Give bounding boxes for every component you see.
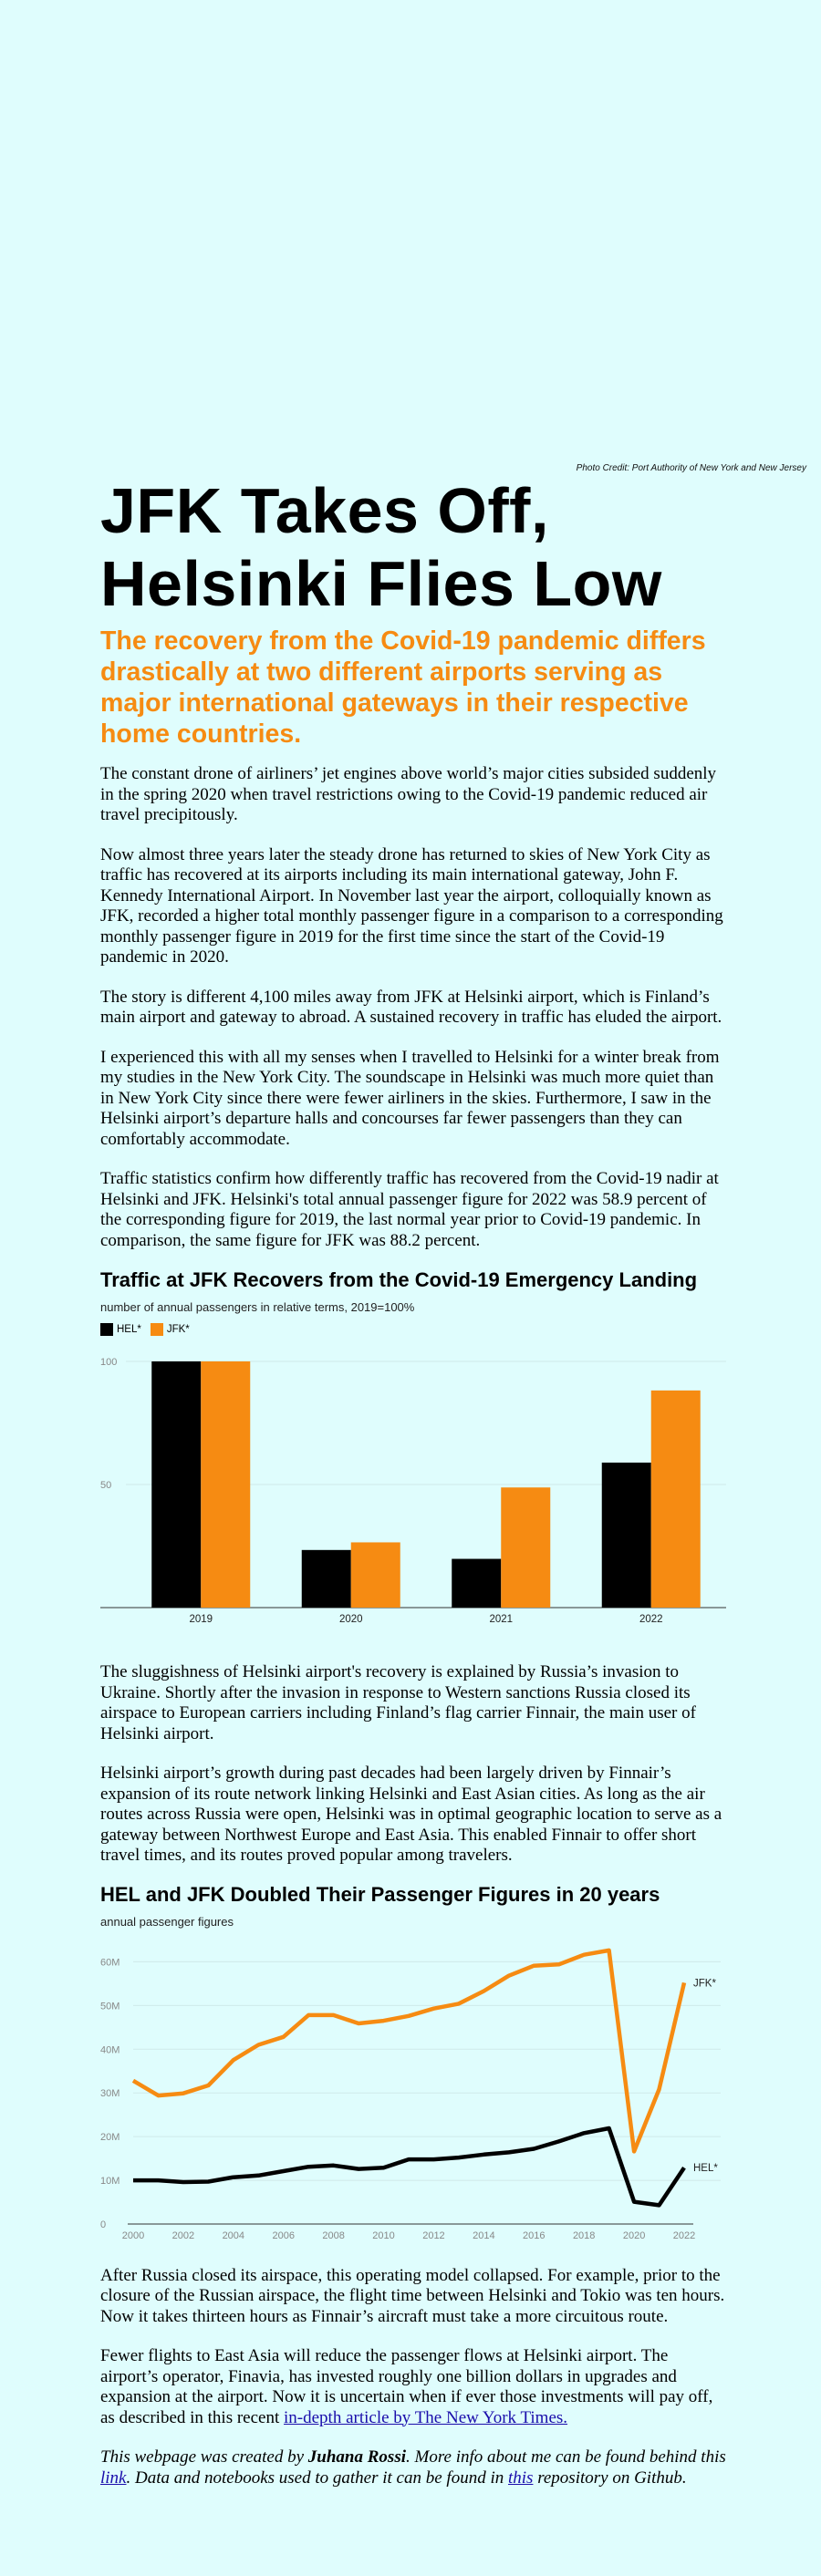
body-paragraph: After Russia closed its airspace, this o… (100, 2265, 725, 2326)
closing-text: Fewer flights to East Asia will reduce t… (100, 2346, 713, 2427)
line-xtick-label: 2006 (272, 2230, 294, 2241)
bar-xtick-label: 2022 (639, 1614, 663, 1625)
body-paragraph: Helsinki airport’s growth during past de… (100, 1764, 722, 1865)
line-chart-block: HEL and JFK Doubled Their Passenger Figu… (100, 1882, 730, 2251)
bar-chart-subtitle: number of annual passengers in relative … (100, 1300, 415, 1314)
lede: The recovery from the Covid-19 pandemic … (100, 626, 706, 749)
line-ytick-label: 0 (100, 2219, 106, 2230)
sig-mid2: . Data and notebooks used to gather it c… (126, 2467, 508, 2488)
hero-image-area (0, 0, 821, 456)
closing-paragraph: Fewer flights to East Asia will reduce t… (100, 2346, 730, 2428)
legend-hel: HEL* (100, 1323, 141, 1336)
legend-hel-label: HEL* (117, 1324, 141, 1336)
line-ytick-label: 60M (100, 1957, 120, 1968)
bar-hel-2021 (452, 1558, 502, 1608)
title-line-2: Helsinki Flies Low (100, 548, 662, 619)
line-xtick-label: 2012 (422, 2230, 444, 2241)
about-link[interactable]: link (100, 2467, 127, 2488)
series-line-hel (133, 2126, 686, 2208)
sig-post: repository on Github. (533, 2467, 687, 2488)
mid-paragraphs: The sluggishness of Helsinki airport's r… (100, 1662, 730, 1867)
line-ytick-label: 50M (100, 2001, 120, 2012)
bar-chart-legend: HEL* JFK* (100, 1323, 730, 1336)
line-xtick-label: 2008 (322, 2230, 344, 2241)
bar-jfk-2019 (201, 1361, 251, 1608)
body-paragraph: The constant drone of airliners’ jet eng… (100, 764, 717, 824)
line-xtick-label: 2022 (673, 2230, 695, 2241)
article: JFK Takes Off, Helsinki Flies Low The re… (100, 474, 730, 2488)
bar-xtick-label: 2020 (339, 1614, 363, 1625)
page-title: JFK Takes Off, Helsinki Flies Low (100, 474, 730, 620)
line-xtick-label: 2000 (122, 2230, 144, 2241)
bar-chart-title: Traffic at JFK Recovers from the Covid-1… (100, 1268, 698, 1291)
sig-mid: . More info about me can be found behind… (406, 2447, 726, 2467)
bar-hel-2019 (151, 1361, 202, 1608)
line-ytick-label: 20M (100, 2132, 120, 2143)
bar-xtick-label: 2021 (489, 1614, 513, 1625)
sig-pre: This webpage was created by (100, 2447, 308, 2467)
line-xtick-label: 2016 (523, 2230, 545, 2241)
legend-jfk-label: JFK* (166, 1324, 190, 1336)
body-paragraph: The story is different 4,100 miles away … (100, 987, 722, 1028)
legend-jfk: JFK* (150, 1323, 190, 1336)
photo-credit: Photo Credit: Port Authority of New York… (576, 463, 806, 473)
bar-chart-block: Traffic at JFK Recovers from the Covid-1… (100, 1267, 730, 1644)
series-line-jfk (131, 1948, 687, 2154)
intro-paragraphs: The constant drone of airliners’ jet eng… (100, 764, 730, 1251)
line-xtick-label: 2004 (223, 2230, 244, 2241)
body-paragraph: Traffic statistics confirm how different… (100, 1169, 719, 1250)
bar-ytick-label: 100 (100, 1357, 117, 1368)
series-label-hel: HEL* (693, 2163, 718, 2174)
late-paragraphs: After Russia closed its airspace, this o… (100, 2266, 730, 2328)
author-name: Juhana Rossi (307, 2447, 406, 2467)
line-xtick-label: 2018 (573, 2230, 595, 2241)
body-paragraph: The sluggishness of Helsinki airport's r… (100, 1662, 696, 1743)
line-ytick-label: 30M (100, 2088, 120, 2099)
line-chart-subtitle: annual passenger figures (100, 1914, 234, 1929)
body-paragraph: Now almost three years later the steady … (100, 844, 723, 967)
line-ytick-label: 10M (100, 2176, 120, 2187)
bar-xtick-label: 2019 (189, 1614, 213, 1625)
line-xtick-label: 2020 (623, 2230, 645, 2241)
line-xtick-label: 2002 (172, 2230, 194, 2241)
title-line-1: JFK Takes Off, (100, 475, 549, 546)
bar-jfk-2020 (350, 1542, 400, 1608)
repo-link[interactable]: this (507, 2467, 534, 2488)
signature: This webpage was created by Juhana Rossi… (100, 2447, 730, 2488)
nyt-article-link[interactable]: in-depth article by The New York Times. (284, 2407, 568, 2427)
bar-jfk-2022 (650, 1390, 701, 1608)
line-xtick-label: 2014 (473, 2230, 494, 2241)
series-label-jfk: JFK* (693, 1978, 716, 1989)
bar-hel-2022 (601, 1462, 651, 1608)
line-chart: 0 10M 20M 30M 40M 50M 60M 2000 2002 2004 2006 2008 2… (100, 1948, 721, 2241)
body-paragraph: I experienced this with all my senses wh… (100, 1047, 720, 1149)
line-chart-title: HEL and JFK Doubled Their Passenger Figu… (100, 1882, 660, 1906)
bar-chart: 50 100 2019 2020 2021 2022 (100, 1357, 726, 1625)
line-xtick-label: 2010 (372, 2230, 394, 2241)
bar-jfk-2021 (501, 1487, 551, 1608)
bar-hel-2020 (301, 1549, 351, 1608)
bar-ytick-label: 50 (100, 1480, 111, 1491)
line-ytick-label: 40M (100, 2044, 120, 2055)
